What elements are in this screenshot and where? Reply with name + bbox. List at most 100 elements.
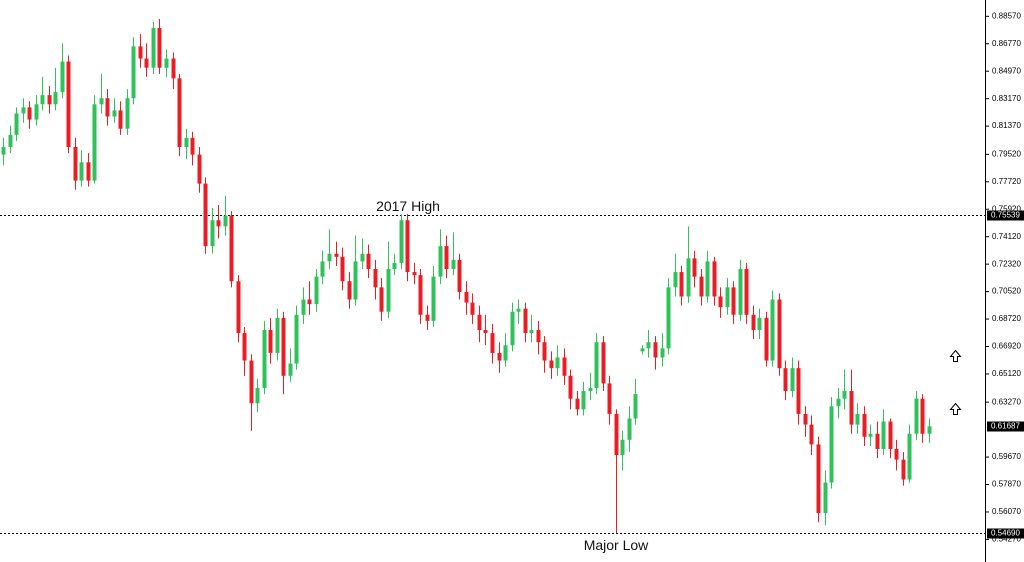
candle-body [653, 342, 658, 358]
candle-body [320, 261, 325, 277]
candle-body [405, 220, 410, 273]
candle-body [229, 215, 234, 282]
candle-body [568, 375, 573, 399]
candle-body [177, 78, 182, 148]
candle-body [705, 261, 710, 297]
candle-body [842, 391, 847, 399]
candle-body [340, 256, 345, 282]
candle-body [457, 259, 462, 292]
candle-body [601, 342, 606, 384]
candle-body [281, 317, 286, 376]
candle-body [875, 433, 880, 449]
candle-body [718, 296, 723, 308]
candle-body [86, 162, 91, 181]
candle-body [660, 348, 665, 358]
candle-body [438, 246, 443, 277]
candle-body [907, 433, 912, 480]
candle-body [301, 299, 306, 315]
candle-body [34, 104, 39, 120]
y-tick-label: 0.57870 [992, 480, 1021, 489]
candle-body [692, 258, 697, 277]
candle-body [575, 398, 580, 410]
candle-body [809, 424, 814, 445]
current-price-box [987, 421, 1024, 432]
candle-body [73, 147, 78, 181]
candle-body [125, 98, 130, 129]
candle-body [288, 363, 293, 376]
candle-body [157, 28, 162, 68]
candle-body [673, 272, 678, 288]
candle-body [334, 253, 339, 257]
candle-body [444, 246, 449, 270]
y-tick-label: 0.68720 [992, 314, 1021, 323]
candle-body [105, 98, 110, 117]
level-annotation: Major Low [584, 537, 649, 553]
arrow-icon [949, 349, 962, 415]
candle-body [216, 220, 221, 227]
y-tick-label: 0.54270 [992, 535, 1021, 544]
candle-body [862, 413, 867, 437]
candle-body [796, 368, 801, 414]
candle-body [470, 302, 475, 315]
price-box [987, 210, 1024, 221]
candle-body [529, 330, 534, 334]
candle-body [699, 276, 704, 297]
candle-body [379, 287, 384, 312]
candle-body [927, 426, 932, 434]
y-tick-label: 0.83170 [992, 94, 1021, 103]
candle-body [888, 421, 893, 449]
y-tick-label: 0.59670 [992, 452, 1021, 461]
candle-body [868, 433, 873, 437]
y-tick-label: 0.88570 [992, 11, 1021, 20]
candle-body [79, 162, 84, 181]
candle-body [53, 92, 58, 105]
candle-body [366, 253, 371, 270]
candle-body [855, 413, 860, 425]
candle-body [666, 287, 671, 349]
candle-body [901, 459, 906, 480]
candle-body [725, 287, 730, 308]
candle-body [790, 368, 795, 392]
candle-body [399, 220, 404, 263]
candle-body [184, 137, 189, 148]
candle-body [620, 439, 625, 456]
candle-body [744, 269, 749, 315]
candle-body [138, 46, 143, 59]
candle-body [607, 383, 612, 414]
candle-body [751, 314, 756, 331]
candle-body [770, 299, 775, 361]
candle-body [236, 281, 241, 334]
candle-body [21, 107, 26, 114]
candle-body [920, 398, 925, 434]
candle-body [14, 113, 19, 135]
candle-body [327, 253, 332, 262]
candle-body [823, 482, 828, 514]
candle-body [523, 308, 528, 334]
candle-body [164, 58, 169, 68]
candle-body [47, 95, 52, 105]
y-tick-label: 0.84970 [992, 66, 1021, 75]
candle-body [60, 61, 65, 93]
price-box-label: 0.75539 [991, 211, 1020, 220]
candle-body [353, 261, 358, 300]
candle-body [627, 418, 632, 440]
candle-body [412, 272, 417, 276]
candle-body [914, 398, 919, 434]
candle-body [171, 58, 176, 79]
candle-body [210, 220, 215, 247]
candle-body [425, 314, 430, 321]
candle-body [255, 387, 260, 404]
candle-body [307, 299, 312, 305]
y-tick-label: 0.70520 [992, 287, 1021, 296]
candle-body [294, 314, 299, 364]
candle-body [314, 276, 319, 305]
candle-body [418, 275, 423, 315]
current-price-label: 0.61687 [991, 422, 1020, 431]
candle-body [386, 269, 391, 312]
candle-body [731, 287, 736, 315]
candle-body [360, 253, 365, 262]
candle-body [738, 269, 743, 315]
candle-body [777, 299, 782, 369]
candle-body [197, 154, 202, 184]
